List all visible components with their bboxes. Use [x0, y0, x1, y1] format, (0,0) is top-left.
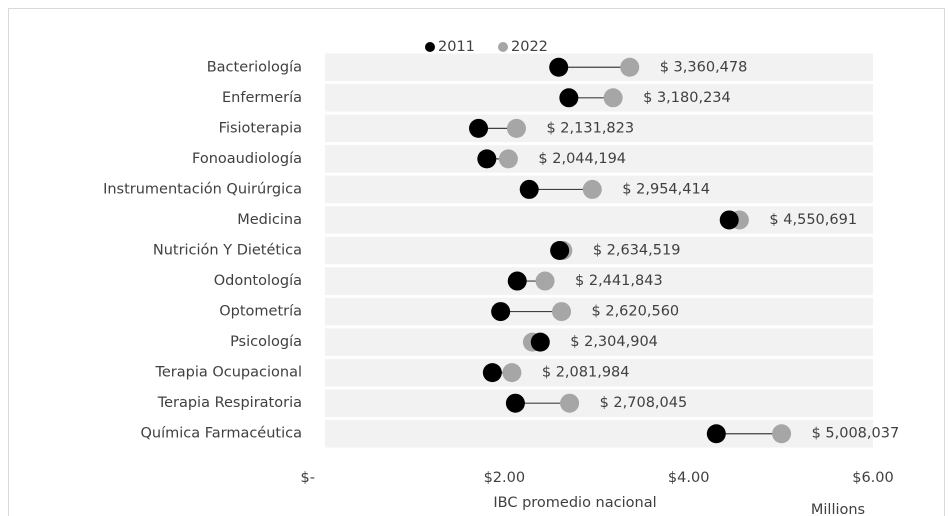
row-band [325, 297, 873, 326]
dot-2011 [519, 179, 539, 199]
row-band [325, 358, 873, 387]
dot-2022 [603, 88, 623, 108]
dot-2011 [719, 210, 739, 230]
dot-2022 [535, 271, 555, 291]
value-label: $ 5,008,037 [812, 426, 900, 442]
legend-label: 2011 [438, 39, 475, 55]
dot-2022 [498, 149, 518, 169]
value-label: $ 2,634,519 [593, 243, 681, 259]
dot-2011 [491, 302, 511, 322]
y-tick-label: Enfermería [222, 90, 302, 106]
row-band [325, 145, 873, 173]
legend-marker [425, 42, 435, 52]
y-tick-label: Bacteriología [207, 59, 302, 75]
value-label: $ 2,620,560 [592, 304, 680, 320]
y-tick-label: Fonoaudiología [192, 151, 302, 167]
dot-2022 [506, 118, 526, 138]
row-band [325, 114, 873, 143]
y-tick-label: Odontología [214, 273, 302, 289]
row-band [325, 267, 873, 295]
dot-2011 [507, 271, 527, 291]
dot-2022 [560, 393, 580, 413]
dot-2022 [582, 179, 602, 199]
y-tick-label: Nutrición Y Dietética [153, 243, 302, 259]
value-label: $ 4,550,691 [769, 212, 857, 228]
value-label: $ 2,081,984 [542, 365, 630, 381]
dot-2011 [477, 149, 497, 169]
value-label: $ 3,180,234 [643, 90, 731, 106]
dot-2011 [559, 88, 579, 108]
y-tick-label: Terapia Respiratoria [157, 395, 302, 411]
y-tick-label: Terapia Ocupacional [154, 365, 302, 381]
dot-2022 [502, 363, 522, 383]
value-label: $ 2,131,823 [546, 120, 634, 136]
x-tick-label: $- [301, 470, 315, 486]
y-tick-label: Química Farmacéutica [140, 426, 302, 442]
dot-2022 [552, 302, 572, 322]
value-label: $ 2,954,414 [622, 181, 710, 197]
row-band [325, 206, 873, 234]
dot-2011 [505, 393, 525, 413]
dot-2011 [550, 241, 570, 260]
row-band [325, 236, 873, 265]
y-tick-label: Fisioterapia [219, 120, 302, 136]
dot-2022 [620, 57, 640, 77]
dot-2011 [482, 363, 502, 383]
x-tick-label: $4.00 [668, 470, 710, 486]
y-tick-label: Medicina [237, 212, 302, 228]
x-tick-label: $6.00 [852, 470, 894, 486]
dot-2022 [772, 424, 792, 444]
dot-2011 [549, 57, 569, 77]
value-label: $ 2,304,904 [570, 334, 658, 350]
value-label: $ 3,360,478 [660, 59, 748, 75]
value-label: $ 2,708,045 [600, 395, 688, 411]
value-label: $ 2,441,843 [575, 273, 663, 289]
row-band [325, 328, 873, 356]
dot-2011 [706, 424, 726, 444]
dot-2011 [469, 118, 489, 138]
y-tick-label: Psicología [230, 334, 302, 350]
x-unit-label: Millions [811, 502, 865, 516]
dot-2011 [530, 332, 550, 352]
y-tick-label: Instrumentación Quirúrgica [103, 181, 302, 197]
legend-label: 2022 [511, 39, 548, 55]
value-label: $ 2,044,194 [538, 151, 626, 167]
x-tick-label: $2.00 [484, 470, 526, 486]
x-axis-title: IBC promedio nacional [493, 495, 656, 511]
row-band [325, 389, 873, 417]
legend-marker [498, 42, 508, 52]
y-tick-label: Optometría [219, 304, 302, 320]
